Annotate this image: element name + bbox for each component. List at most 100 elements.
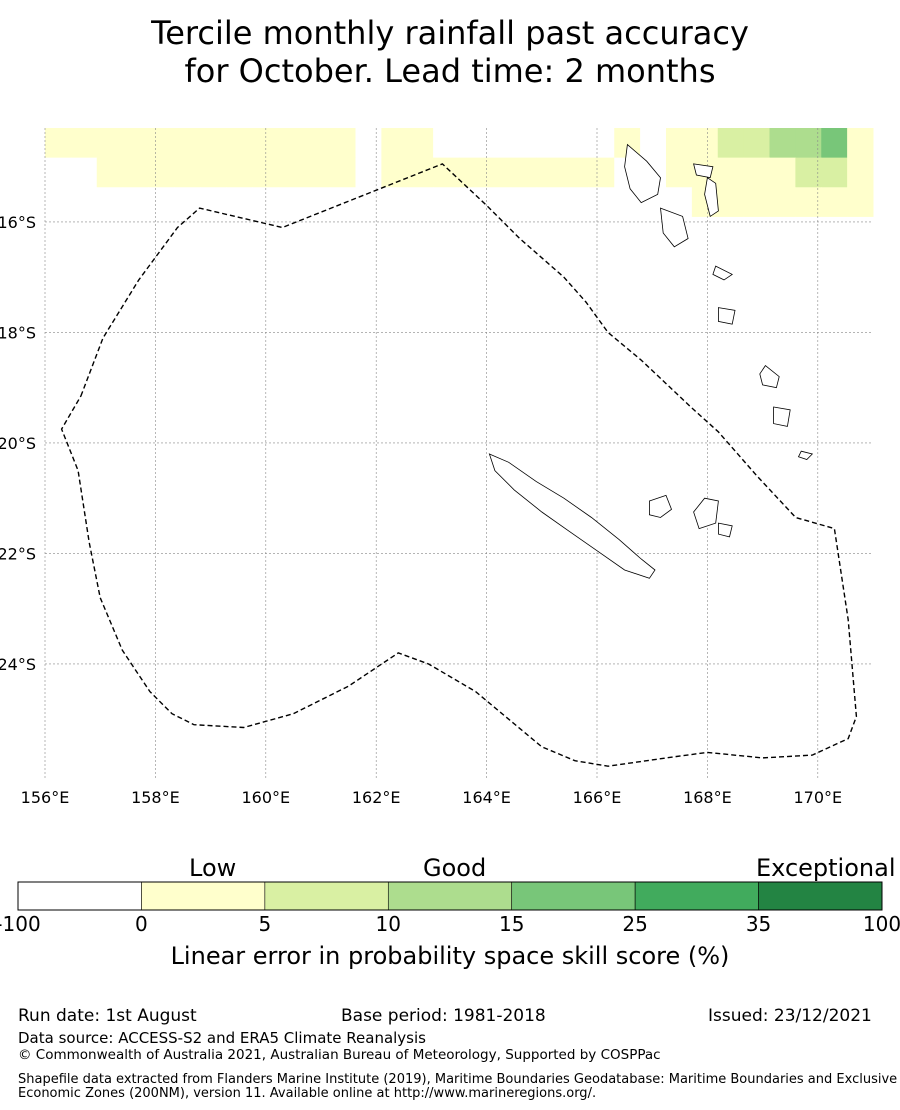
skill-cell <box>355 335 382 366</box>
skill-cell <box>433 276 460 307</box>
skill-cell <box>148 424 175 455</box>
skill-cell <box>355 631 382 662</box>
skill-cell <box>226 276 253 307</box>
skill-cell <box>70 246 98 277</box>
colorbar-category-good: Good <box>423 854 487 882</box>
skill-cell <box>381 157 408 188</box>
skill-cell <box>795 246 822 277</box>
skill-cell <box>588 187 615 218</box>
skill-cell <box>510 394 538 425</box>
skill-cell <box>666 513 693 544</box>
skill-cell <box>510 365 538 396</box>
skill-cell <box>510 157 538 188</box>
lon-tick-label: 162°E <box>352 788 401 807</box>
skill-cell <box>407 661 434 692</box>
skill-cell <box>769 483 796 514</box>
skill-cell <box>484 661 512 692</box>
skill-cell <box>847 720 874 751</box>
skill-cell <box>821 454 848 485</box>
skill-cell <box>640 572 667 603</box>
skill-cell <box>148 720 175 751</box>
skill-cell <box>303 483 331 514</box>
skill-cell <box>96 394 124 425</box>
skill-cell <box>355 542 382 574</box>
skill-cell <box>200 454 227 485</box>
run-date: Run date: 1st August <box>18 1006 197 1026</box>
skill-cell <box>769 276 796 307</box>
skill-cell <box>562 305 589 336</box>
skill-cell <box>96 187 124 218</box>
issued-date: Issued: 23/12/2021 <box>708 1006 872 1026</box>
skill-cell <box>562 572 589 603</box>
skill-cell <box>226 602 253 633</box>
skill-cell <box>562 661 589 692</box>
skill-cell <box>303 335 331 366</box>
skill-cell <box>355 246 382 277</box>
skill-cell <box>252 602 279 633</box>
lon-tick-label: 164°E <box>462 788 511 807</box>
chart-title-line-1: Tercile monthly rainfall past accuracy <box>151 14 749 52</box>
skill-cell <box>536 187 563 218</box>
skill-cell <box>743 394 770 425</box>
colorbar-tick-label: -100 <box>0 912 41 936</box>
skill-cell <box>459 631 486 662</box>
skill-cell <box>433 246 460 277</box>
skill-cell <box>252 513 279 544</box>
skill-cell <box>847 276 874 307</box>
skill-cell <box>640 513 667 544</box>
skill-cell <box>484 335 512 366</box>
skill-cell <box>277 483 305 514</box>
skill-cell <box>821 542 848 574</box>
skill-cell <box>96 276 124 307</box>
skill-cell <box>795 572 822 603</box>
skill-cell <box>96 454 124 485</box>
skill-cell <box>200 483 227 514</box>
skill-cell <box>536 216 563 248</box>
island-outline <box>693 163 714 179</box>
skill-cell <box>70 602 98 633</box>
skill-cell <box>821 216 848 248</box>
skill-cell <box>200 661 227 692</box>
lon-tick-label: 168°E <box>683 788 732 807</box>
skill-cell <box>510 513 538 544</box>
skill-cell <box>355 305 382 336</box>
lon-tick-label: 158°E <box>131 788 180 807</box>
skill-cell <box>717 394 745 425</box>
skill-cell <box>200 750 227 781</box>
skill-cell <box>769 454 796 485</box>
skill-cell <box>277 187 305 218</box>
skill-cell <box>433 128 460 159</box>
skill-cell <box>510 542 538 574</box>
skill-cell <box>743 542 770 574</box>
skill-cell <box>277 631 305 662</box>
skill-cell <box>174 602 201 633</box>
skill-cell <box>381 246 408 277</box>
skill-cell <box>795 691 822 722</box>
skill-cell <box>847 187 874 218</box>
skill-cell <box>226 216 253 248</box>
island-outline <box>624 143 661 204</box>
skill-cell <box>148 454 175 485</box>
skill-cell <box>148 335 175 366</box>
skill-cell <box>691 454 719 485</box>
skill-cell <box>148 572 175 603</box>
colorbar-segment <box>758 881 883 911</box>
skill-cell <box>510 750 538 781</box>
skill-cell <box>70 157 98 188</box>
skill-cell <box>847 542 874 574</box>
skill-cell <box>484 128 512 159</box>
skill-cell <box>329 216 356 248</box>
skill-cell <box>355 424 382 455</box>
skill-cell <box>717 691 745 722</box>
skill-cell <box>795 187 822 218</box>
skill-cell <box>691 542 719 574</box>
skill-cell <box>45 128 72 159</box>
skill-cell <box>355 720 382 751</box>
skill-cell <box>484 691 512 722</box>
skill-cell <box>821 276 848 307</box>
map-gridlines <box>44 128 873 780</box>
skill-cell <box>433 187 460 218</box>
skill-cell <box>303 216 331 248</box>
skill-cell <box>381 394 408 425</box>
skill-cell <box>252 424 279 455</box>
